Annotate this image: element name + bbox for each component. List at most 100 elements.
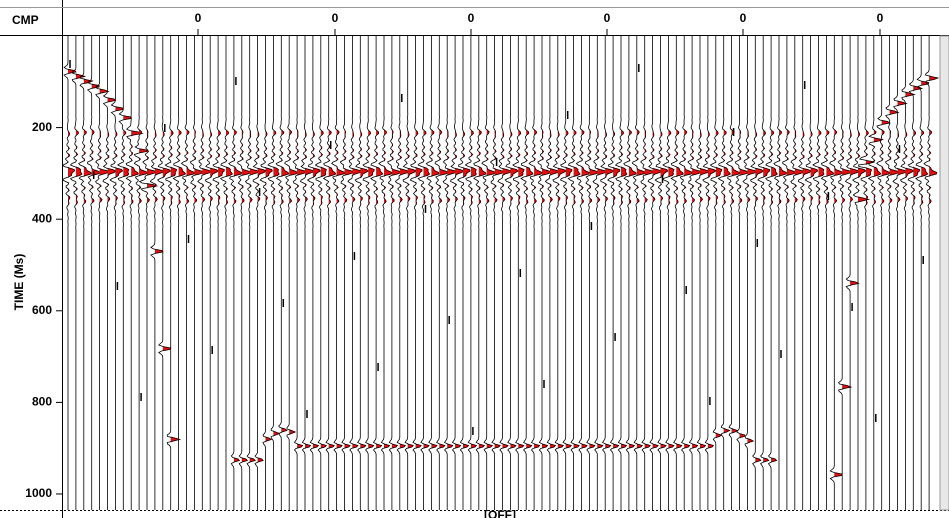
trace [125,36,144,510]
trace [773,36,787,510]
trace [284,36,300,510]
traces [62,36,940,510]
trace [102,36,118,510]
trace [464,36,478,510]
trace [567,36,581,510]
scrollbar[interactable] [939,35,949,511]
trace [138,36,159,510]
trace [884,36,900,510]
trace [442,36,457,510]
trace [544,36,560,510]
trace [78,36,94,510]
trace [417,36,431,510]
trace [69,36,87,510]
trace [489,36,505,510]
trace [197,36,212,510]
trace [347,36,362,510]
trace [867,36,884,510]
trace [237,36,253,510]
trace [844,36,860,510]
trace [742,36,757,510]
trace [212,36,225,510]
y-tick-label: 400 [32,211,52,225]
y-axis-label: TIME (Ms) [12,254,26,311]
trace [915,36,930,510]
trace [378,36,393,510]
trace [172,36,187,510]
header-label: CMP [12,13,39,27]
trace [156,36,172,510]
trace [876,36,891,510]
trace [584,36,600,510]
trace [537,36,553,510]
trace [552,36,567,510]
trace [497,36,513,510]
trace [750,36,765,510]
trace [670,36,684,510]
y-tick-label: 800 [32,395,52,409]
trace [694,36,710,510]
trace [820,36,835,510]
trace [725,36,741,510]
trace [812,36,825,510]
trace [109,36,124,510]
trace [734,36,750,510]
trace [425,36,440,510]
trace [149,36,165,510]
trace [387,36,403,510]
trace [709,36,723,510]
trace [252,36,268,510]
trace [654,36,669,510]
trace [717,36,732,510]
trace [623,36,637,510]
header-tick-label: 0 [195,11,202,25]
trace [631,36,647,510]
trace [790,36,805,510]
trace [757,36,771,510]
trace [314,36,328,510]
trace [95,36,110,510]
trace [892,36,908,510]
trace [244,36,259,510]
trace [852,36,871,510]
trace [528,36,544,510]
header-tick-label: 0 [604,11,611,25]
trace [292,36,307,510]
header-tick-label: 0 [877,11,884,25]
trace [219,36,233,510]
trace [575,36,590,510]
trace [481,36,497,510]
trace [559,36,573,510]
trace [117,36,132,510]
trace [322,36,337,510]
trace [797,36,813,510]
trace [450,36,465,510]
trace [62,36,77,510]
trace [678,36,694,510]
trace [520,36,534,510]
trace [133,36,149,510]
trace [687,36,703,510]
trace [180,36,196,510]
trace [259,36,273,510]
trace [267,36,281,510]
trace [275,36,290,510]
trace [765,36,778,510]
trace [189,36,205,510]
trace [339,36,355,510]
trace [857,36,875,510]
trace [86,36,102,510]
y-tick-label: 200 [32,120,52,134]
trace-fill [921,36,929,510]
trace [164,36,182,510]
trace [804,36,819,510]
trace [362,36,375,510]
trace [782,36,798,510]
header-tick-label: 0 [468,11,475,25]
trace [402,36,418,510]
trace [607,36,621,510]
trace [592,36,607,510]
bottom-label: [OFF] [484,508,516,518]
trace [923,36,940,510]
